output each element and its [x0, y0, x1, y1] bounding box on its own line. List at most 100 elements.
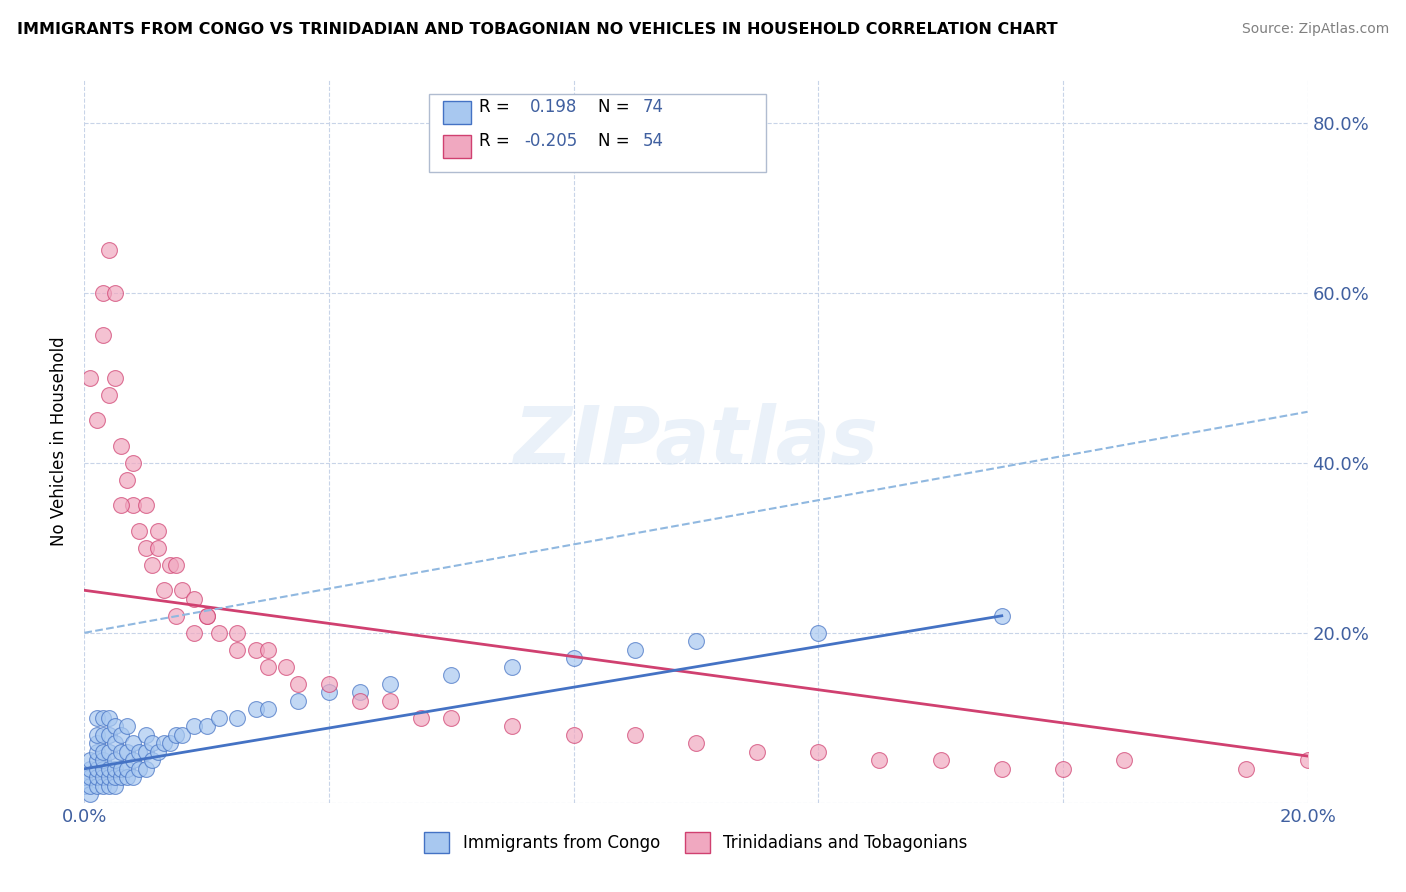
- Point: [97, 711, 120, 725]
- Point: [991, 608, 1014, 623]
- Point: [226, 711, 249, 725]
- Point: [318, 677, 340, 691]
- Point: [91, 285, 114, 300]
- Point: [97, 244, 120, 258]
- Point: [502, 719, 524, 733]
- Point: [195, 719, 218, 733]
- Point: [86, 770, 108, 784]
- Point: [122, 770, 145, 784]
- Point: [153, 736, 176, 750]
- Point: [141, 558, 163, 572]
- Point: [115, 770, 138, 784]
- Point: [349, 694, 371, 708]
- Point: [562, 651, 585, 665]
- Point: [165, 608, 187, 623]
- Point: [226, 642, 249, 657]
- Point: [276, 660, 298, 674]
- Point: [195, 608, 218, 623]
- Point: [104, 779, 127, 793]
- Point: [135, 745, 157, 759]
- Point: [104, 762, 127, 776]
- Point: [110, 745, 132, 759]
- Point: [97, 388, 120, 402]
- Point: [349, 685, 371, 699]
- Point: [97, 770, 120, 784]
- Point: [104, 736, 127, 750]
- Point: [86, 762, 108, 776]
- Point: [208, 711, 231, 725]
- Point: [135, 498, 157, 512]
- Point: [91, 753, 114, 767]
- Point: [135, 541, 157, 555]
- Point: [159, 558, 181, 572]
- Text: 54: 54: [643, 132, 664, 150]
- Point: [110, 728, 132, 742]
- Point: [104, 719, 127, 733]
- Point: [440, 711, 463, 725]
- Point: [624, 728, 647, 742]
- Point: [73, 779, 96, 793]
- Point: [104, 770, 127, 784]
- Point: [159, 736, 181, 750]
- Point: [122, 498, 145, 512]
- Point: [73, 770, 96, 784]
- Point: [135, 728, 157, 742]
- Y-axis label: No Vehicles in Household: No Vehicles in Household: [51, 336, 69, 547]
- Point: [122, 736, 145, 750]
- Point: [1052, 762, 1074, 776]
- Point: [91, 728, 114, 742]
- Text: R =: R =: [479, 132, 516, 150]
- Point: [86, 753, 108, 767]
- Point: [380, 677, 402, 691]
- Point: [79, 371, 101, 385]
- Point: [110, 439, 132, 453]
- Point: [807, 745, 830, 759]
- Point: [1296, 753, 1319, 767]
- Point: [104, 753, 127, 767]
- Point: [685, 634, 707, 648]
- Point: [245, 642, 267, 657]
- Point: [380, 694, 402, 708]
- Point: [91, 328, 114, 343]
- Point: [86, 728, 108, 742]
- Point: [91, 779, 114, 793]
- Point: [153, 583, 176, 598]
- Point: [97, 779, 120, 793]
- Point: [79, 787, 101, 801]
- Point: [257, 642, 280, 657]
- Point: [115, 762, 138, 776]
- Point: [122, 753, 145, 767]
- Point: [624, 642, 647, 657]
- Point: [122, 456, 145, 470]
- Point: [257, 660, 280, 674]
- Point: [115, 473, 138, 487]
- Point: [172, 583, 194, 598]
- Point: [79, 753, 101, 767]
- Point: [115, 745, 138, 759]
- Text: 74: 74: [643, 98, 664, 116]
- Point: [172, 728, 194, 742]
- Point: [79, 779, 101, 793]
- Text: N =: N =: [598, 132, 634, 150]
- Legend: Immigrants from Congo, Trinidadians and Tobagonians: Immigrants from Congo, Trinidadians and …: [418, 826, 974, 860]
- Point: [91, 770, 114, 784]
- Point: [226, 625, 249, 640]
- Point: [104, 371, 127, 385]
- Point: [287, 677, 309, 691]
- Point: [257, 702, 280, 716]
- Point: [146, 524, 169, 538]
- Point: [97, 745, 120, 759]
- Point: [104, 285, 127, 300]
- Text: IMMIGRANTS FROM CONGO VS TRINIDADIAN AND TOBAGONIAN NO VEHICLES IN HOUSEHOLD COR: IMMIGRANTS FROM CONGO VS TRINIDADIAN AND…: [17, 22, 1057, 37]
- Point: [135, 762, 157, 776]
- Point: [146, 541, 169, 555]
- Point: [141, 736, 163, 750]
- Point: [91, 762, 114, 776]
- Point: [502, 660, 524, 674]
- Point: [128, 745, 150, 759]
- Text: ZIPatlas: ZIPatlas: [513, 402, 879, 481]
- Point: [110, 498, 132, 512]
- Point: [183, 625, 205, 640]
- Point: [1114, 753, 1136, 767]
- Text: R =: R =: [479, 98, 520, 116]
